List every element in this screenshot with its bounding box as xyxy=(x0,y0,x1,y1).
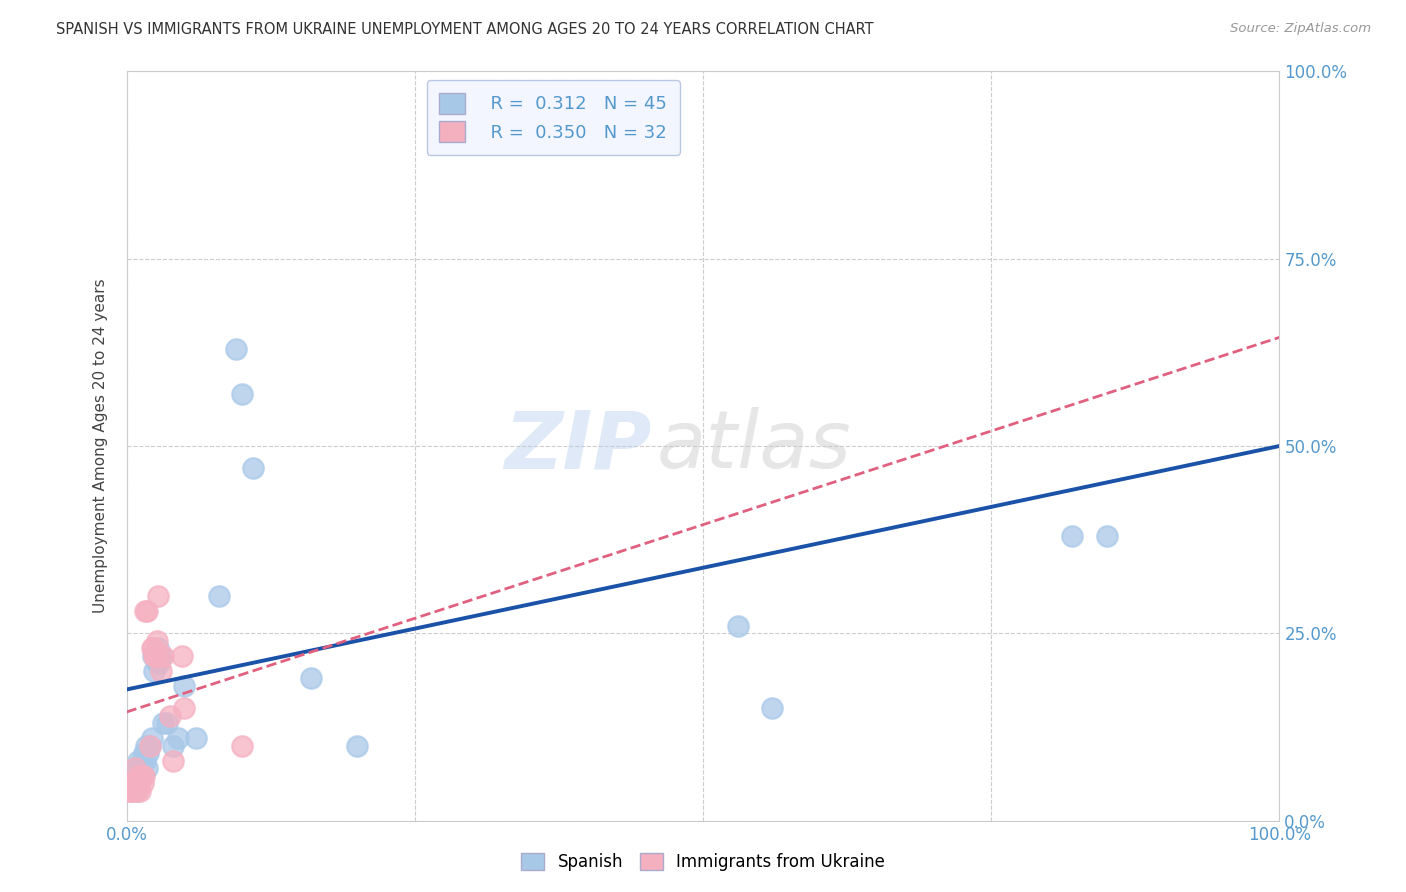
Point xyxy=(145,657,167,671)
Point xyxy=(124,783,146,797)
Point xyxy=(134,604,156,618)
Point xyxy=(136,761,159,775)
Point xyxy=(127,754,149,768)
Point xyxy=(150,648,173,663)
Point xyxy=(125,776,148,790)
Text: ZIP: ZIP xyxy=(503,407,651,485)
Point xyxy=(138,739,160,753)
Point xyxy=(145,633,167,648)
Point xyxy=(121,776,143,790)
Point xyxy=(143,664,166,678)
Point xyxy=(162,754,184,768)
Point xyxy=(148,657,170,671)
Point xyxy=(225,342,247,356)
Point xyxy=(118,776,141,790)
Point xyxy=(128,776,150,790)
Point xyxy=(131,776,153,790)
Point xyxy=(131,769,153,783)
Point xyxy=(135,739,157,753)
Point xyxy=(127,769,149,783)
Point xyxy=(142,648,165,663)
Point xyxy=(134,754,156,768)
Point xyxy=(150,664,173,678)
Point xyxy=(125,783,148,797)
Point xyxy=(120,783,142,797)
Point xyxy=(131,754,153,768)
Point xyxy=(173,679,195,693)
Point xyxy=(1060,529,1083,543)
Point xyxy=(299,671,322,685)
Point xyxy=(143,648,166,663)
Point xyxy=(146,589,169,603)
Point xyxy=(162,739,184,753)
Point xyxy=(124,761,146,775)
Point xyxy=(120,783,142,797)
Point xyxy=(129,783,152,797)
Point xyxy=(208,589,231,603)
Point xyxy=(121,769,143,783)
Point xyxy=(1095,529,1118,543)
Point xyxy=(118,776,141,790)
Point xyxy=(170,648,193,663)
Point xyxy=(173,701,195,715)
Point xyxy=(124,776,146,790)
Point xyxy=(152,716,174,731)
Point xyxy=(136,604,159,618)
Point xyxy=(156,716,179,731)
Text: atlas: atlas xyxy=(657,407,852,485)
Point xyxy=(145,648,166,663)
Point xyxy=(242,461,264,475)
Point xyxy=(727,619,749,633)
Point xyxy=(124,769,146,783)
Point xyxy=(138,739,160,753)
Point xyxy=(761,701,783,715)
Point xyxy=(128,776,150,790)
Point xyxy=(122,776,145,790)
Text: Source: ZipAtlas.com: Source: ZipAtlas.com xyxy=(1230,22,1371,36)
Point xyxy=(132,746,155,760)
Point xyxy=(138,746,160,760)
Point xyxy=(118,776,141,790)
Legend:   R =  0.312   N = 45,   R =  0.350   N = 32: R = 0.312 N = 45, R = 0.350 N = 32 xyxy=(426,80,679,154)
Point xyxy=(148,648,170,663)
Y-axis label: Unemployment Among Ages 20 to 24 years: Unemployment Among Ages 20 to 24 years xyxy=(93,278,108,614)
Point xyxy=(184,731,207,746)
Point xyxy=(231,386,253,401)
Legend: Spanish, Immigrants from Ukraine: Spanish, Immigrants from Ukraine xyxy=(512,845,894,880)
Point xyxy=(231,739,253,753)
Point xyxy=(122,783,145,797)
Point xyxy=(145,648,166,663)
Point xyxy=(127,769,149,783)
Text: SPANISH VS IMMIGRANTS FROM UKRAINE UNEMPLOYMENT AMONG AGES 20 TO 24 YEARS CORREL: SPANISH VS IMMIGRANTS FROM UKRAINE UNEMP… xyxy=(56,22,875,37)
Point xyxy=(131,769,153,783)
Point xyxy=(159,708,181,723)
Point xyxy=(129,761,152,775)
Point xyxy=(152,648,174,663)
Point xyxy=(146,641,169,656)
Point xyxy=(118,783,141,797)
Point xyxy=(125,776,148,790)
Point xyxy=(132,769,155,783)
Point xyxy=(141,641,163,656)
Point xyxy=(167,731,190,746)
Point xyxy=(141,731,163,746)
Point xyxy=(346,739,368,753)
Point xyxy=(142,641,165,656)
Point xyxy=(125,761,148,775)
